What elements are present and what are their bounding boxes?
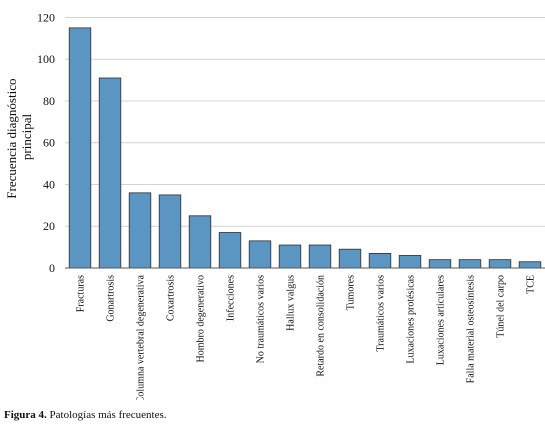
- y-tick-label: 120: [37, 10, 55, 24]
- x-tick-label: No traumáticos varios: [256, 275, 267, 363]
- bar: [219, 233, 241, 268]
- y-axis-label-line-1: Frecuencia diagnóstico: [4, 79, 19, 199]
- bar: [489, 260, 511, 268]
- bar: [369, 253, 391, 268]
- x-tick-label: Luxaciones protésicas: [406, 275, 417, 364]
- y-axis-label: Frecuencia diagnóstico principal: [4, 75, 34, 198]
- x-tick-label: Hombro degenerativo: [196, 275, 207, 362]
- bar: [159, 195, 181, 268]
- x-tick-label: Retardo en consolidación: [316, 275, 327, 377]
- y-tick-label: 100: [37, 52, 55, 66]
- bar-chart: 0 20 40 60 80 100 120 Fracturas Gonartrosis Colu…: [0, 0, 545, 400]
- bar: [249, 241, 271, 268]
- bar: [309, 245, 331, 268]
- y-tick-label: 0: [49, 261, 55, 275]
- y-tick-label: 80: [43, 94, 55, 108]
- x-tick-label: Falla material osteosíntesis: [466, 275, 477, 383]
- figure-caption-label: Figura 4.: [4, 409, 47, 421]
- y-tick-label: 40: [43, 177, 55, 191]
- x-tick-label: Infecciones: [226, 275, 237, 321]
- bar: [339, 249, 361, 268]
- y-tick-label: 20: [43, 219, 55, 233]
- bar: [99, 78, 121, 268]
- y-axis-label-line-2: principal: [19, 114, 34, 161]
- x-tick-label: Tumores: [346, 275, 357, 310]
- x-tick-label: Túnel del carpo: [496, 275, 507, 338]
- bar: [399, 255, 421, 268]
- bar: [519, 262, 541, 268]
- y-tick-labels: 0 20 40 60 80 100 120: [37, 10, 55, 275]
- x-tick-label: Hallux valgus: [286, 275, 297, 331]
- bar: [129, 193, 151, 268]
- bar: [189, 216, 211, 268]
- bar: [69, 28, 91, 268]
- bar: [279, 245, 301, 268]
- figure-caption-text: Patologías más frecuentes.: [47, 409, 167, 421]
- x-tick-label: Traumáticos varios: [376, 275, 387, 352]
- y-tick-label: 60: [43, 136, 55, 150]
- x-tick-label: Columna vertebral degenerativa: [136, 274, 147, 400]
- bar: [429, 260, 451, 268]
- x-tick-labels: Fracturas Gonartrosis Columna vertebral de…: [76, 274, 537, 400]
- x-tick-label: TCE: [526, 275, 537, 294]
- x-tick-label: Fracturas: [76, 275, 87, 312]
- figure-caption: Figura 4. Patologías más frecuentes.: [4, 409, 167, 421]
- bar: [459, 260, 481, 268]
- x-tick-label: Gonartrosis: [106, 275, 117, 322]
- x-tick-label: Coxartrosis: [166, 275, 177, 321]
- x-tick-label: Luxaciones articulares: [436, 275, 447, 365]
